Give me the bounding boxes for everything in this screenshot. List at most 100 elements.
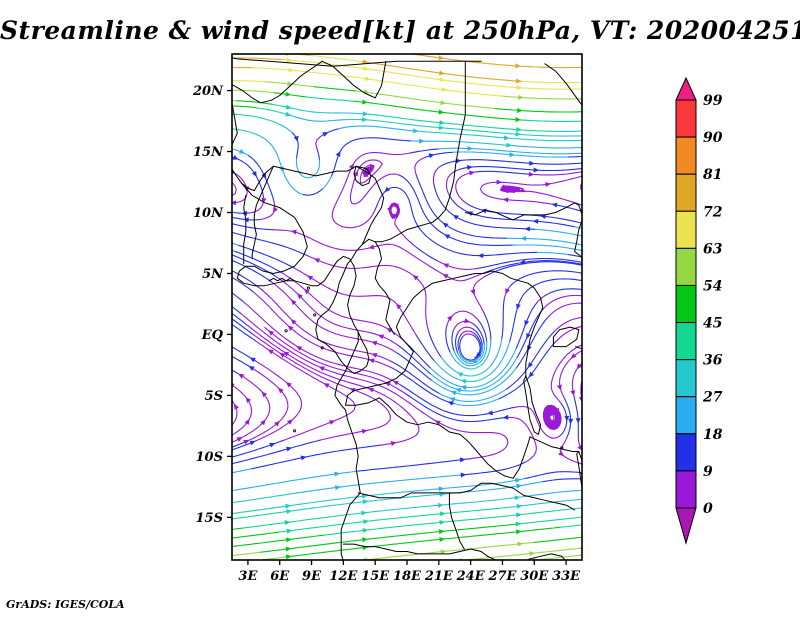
streamline-arrow bbox=[593, 79, 599, 84]
streamline-segment bbox=[511, 244, 582, 252]
streamline-arrow bbox=[313, 258, 321, 264]
arrow-head bbox=[215, 225, 222, 231]
streamline-segment bbox=[399, 345, 431, 375]
arrow-head bbox=[412, 274, 419, 281]
streamline-arrow bbox=[440, 100, 447, 106]
streamline-arrow bbox=[588, 463, 594, 469]
arrow-head bbox=[496, 179, 503, 185]
colorbar-tick-label: 81 bbox=[703, 167, 722, 183]
arrow-head bbox=[334, 471, 341, 477]
streamline-arrow bbox=[564, 415, 570, 422]
streamline-arrow bbox=[515, 521, 522, 527]
streamline-arrow bbox=[549, 424, 556, 430]
x-axis-tick-label: 30E bbox=[520, 569, 549, 584]
streamline-segment bbox=[232, 492, 297, 504]
streamline-segment bbox=[545, 302, 582, 320]
streamline-arrow bbox=[467, 145, 474, 151]
x-axis-tick-label: 18E bbox=[393, 569, 422, 584]
map-boundary-line bbox=[241, 165, 357, 192]
streamline-arrow bbox=[323, 383, 330, 389]
streamline-arrow bbox=[371, 340, 378, 346]
arrow-head bbox=[284, 520, 291, 526]
map-boundary-line bbox=[487, 553, 566, 560]
arrow-head bbox=[286, 528, 293, 534]
arrow-head bbox=[442, 273, 449, 279]
streamline-arrow bbox=[369, 164, 375, 171]
streamline-segment bbox=[405, 393, 507, 423]
arrow-head bbox=[447, 315, 453, 322]
streamline-segment bbox=[232, 534, 325, 548]
arrow-head bbox=[285, 91, 292, 97]
streamline-arrow bbox=[217, 187, 224, 195]
arrow-head bbox=[529, 551, 536, 557]
arrow-head bbox=[290, 229, 297, 235]
arrow-head bbox=[322, 132, 329, 137]
streamline-segment bbox=[493, 131, 582, 137]
streamline-arrow bbox=[515, 78, 522, 84]
streamline-arrow bbox=[515, 303, 521, 310]
map-boundary-line bbox=[362, 60, 466, 245]
y-axis-tick-label: 5S bbox=[205, 389, 223, 404]
streamline-segment bbox=[501, 298, 505, 340]
arrow-head bbox=[520, 236, 527, 242]
streamline-arrow bbox=[284, 520, 291, 526]
streamline-segment bbox=[415, 334, 435, 361]
arrow-head bbox=[238, 373, 245, 379]
streamline-segment bbox=[295, 158, 321, 179]
map-boundary-line bbox=[464, 202, 582, 259]
arrow-head bbox=[335, 485, 341, 491]
streamline-segment bbox=[294, 116, 345, 122]
y-axis-tick-label: 15N bbox=[193, 145, 224, 160]
streamline-arrow bbox=[307, 275, 314, 281]
colorbar-tick-label: 9 bbox=[703, 464, 713, 480]
arrow-head bbox=[438, 55, 445, 61]
colorbar-band bbox=[675, 284, 697, 324]
streamline-arrow bbox=[261, 197, 267, 204]
streamline-segment bbox=[232, 57, 283, 61]
map-island-marker bbox=[560, 446, 564, 450]
arrow-head bbox=[438, 529, 445, 535]
arrow-head bbox=[568, 418, 574, 425]
streamline-arrow bbox=[509, 188, 516, 194]
arrow-head bbox=[452, 214, 459, 220]
streamline-arrow bbox=[576, 363, 582, 370]
arrow-head bbox=[419, 138, 425, 144]
streamline-segment bbox=[255, 133, 304, 196]
arrow-head bbox=[518, 94, 524, 100]
streamline-segment bbox=[564, 398, 572, 438]
streamline-segment bbox=[445, 310, 479, 329]
streamline-arrow bbox=[285, 554, 292, 560]
streamline-segment bbox=[232, 439, 321, 465]
streamline-arrow bbox=[320, 573, 326, 579]
streamline-arrow bbox=[439, 77, 446, 83]
arrow-head bbox=[362, 499, 369, 505]
streamline-arrow bbox=[593, 169, 600, 175]
streamline-arrow bbox=[526, 332, 531, 340]
streamline-arrow bbox=[362, 537, 368, 543]
streamline-arrow bbox=[297, 293, 303, 300]
streamline-segment bbox=[232, 80, 267, 83]
arrow-head bbox=[244, 418, 250, 425]
streamline-segment bbox=[491, 338, 503, 366]
streamline-arrow bbox=[519, 259, 526, 265]
streamline-segment bbox=[232, 259, 272, 283]
streamline-arrow bbox=[516, 127, 522, 133]
arrow-head bbox=[515, 131, 522, 137]
arrow-head bbox=[286, 36, 292, 41]
streamline-arrow bbox=[363, 519, 370, 525]
streamline-segment bbox=[512, 145, 582, 149]
streamline-arrow bbox=[470, 289, 476, 296]
streamline-arrow bbox=[437, 502, 444, 508]
streamlines bbox=[215, 36, 600, 579]
streamline-arrow bbox=[515, 63, 521, 69]
arrow-head bbox=[349, 387, 356, 393]
streamline-arrow bbox=[216, 186, 223, 193]
streamline-segment bbox=[492, 341, 511, 373]
streamline-arrow bbox=[287, 81, 293, 87]
arrow-head bbox=[363, 65, 369, 71]
streamline-segment bbox=[410, 148, 440, 154]
streamline-arrow bbox=[558, 450, 565, 457]
arrow-head bbox=[371, 340, 378, 346]
streamline-arrow bbox=[588, 167, 595, 173]
